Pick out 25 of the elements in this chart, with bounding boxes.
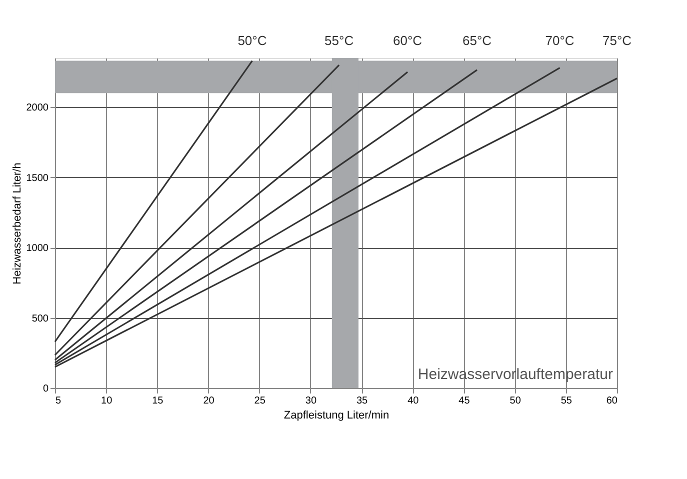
x-tick-label: 45 [458, 396, 470, 406]
text: 75°C [602, 33, 632, 48]
text: 65°C [462, 33, 492, 48]
x-tick-label: 25 [254, 396, 266, 406]
y-tick-label: 1500 [26, 172, 49, 184]
x-tick-label: 20 [203, 396, 215, 406]
x-tick-label: 30 [305, 396, 317, 406]
y-axis-title: Heizwasserbedarf Liter/h [11, 162, 24, 284]
x-tick-label: 40 [408, 396, 420, 406]
x-axis-title: Zapfleistung Liter/min [284, 410, 390, 422]
y-tick-label: 1000 [26, 243, 49, 254]
x-tick-label: 5 [56, 396, 62, 406]
series-label: 70°C [545, 33, 574, 48]
x-tick-label: 15 [152, 396, 164, 406]
text: 60°C [393, 33, 422, 48]
x-tick-label: 55 [560, 396, 572, 406]
y-tick-label: 2000 [26, 102, 49, 114]
series-label: 50°C [238, 33, 267, 48]
x-tick-label: 35 [356, 396, 368, 406]
x-tick-label: 50 [510, 396, 522, 406]
y-tick-label: 0 [42, 384, 49, 394]
series-label: 55°C [324, 33, 354, 48]
x-tick-label: 10 [101, 396, 113, 406]
x-tick-label: 60 [606, 396, 618, 406]
y-tick-label: 500 [32, 313, 49, 324]
